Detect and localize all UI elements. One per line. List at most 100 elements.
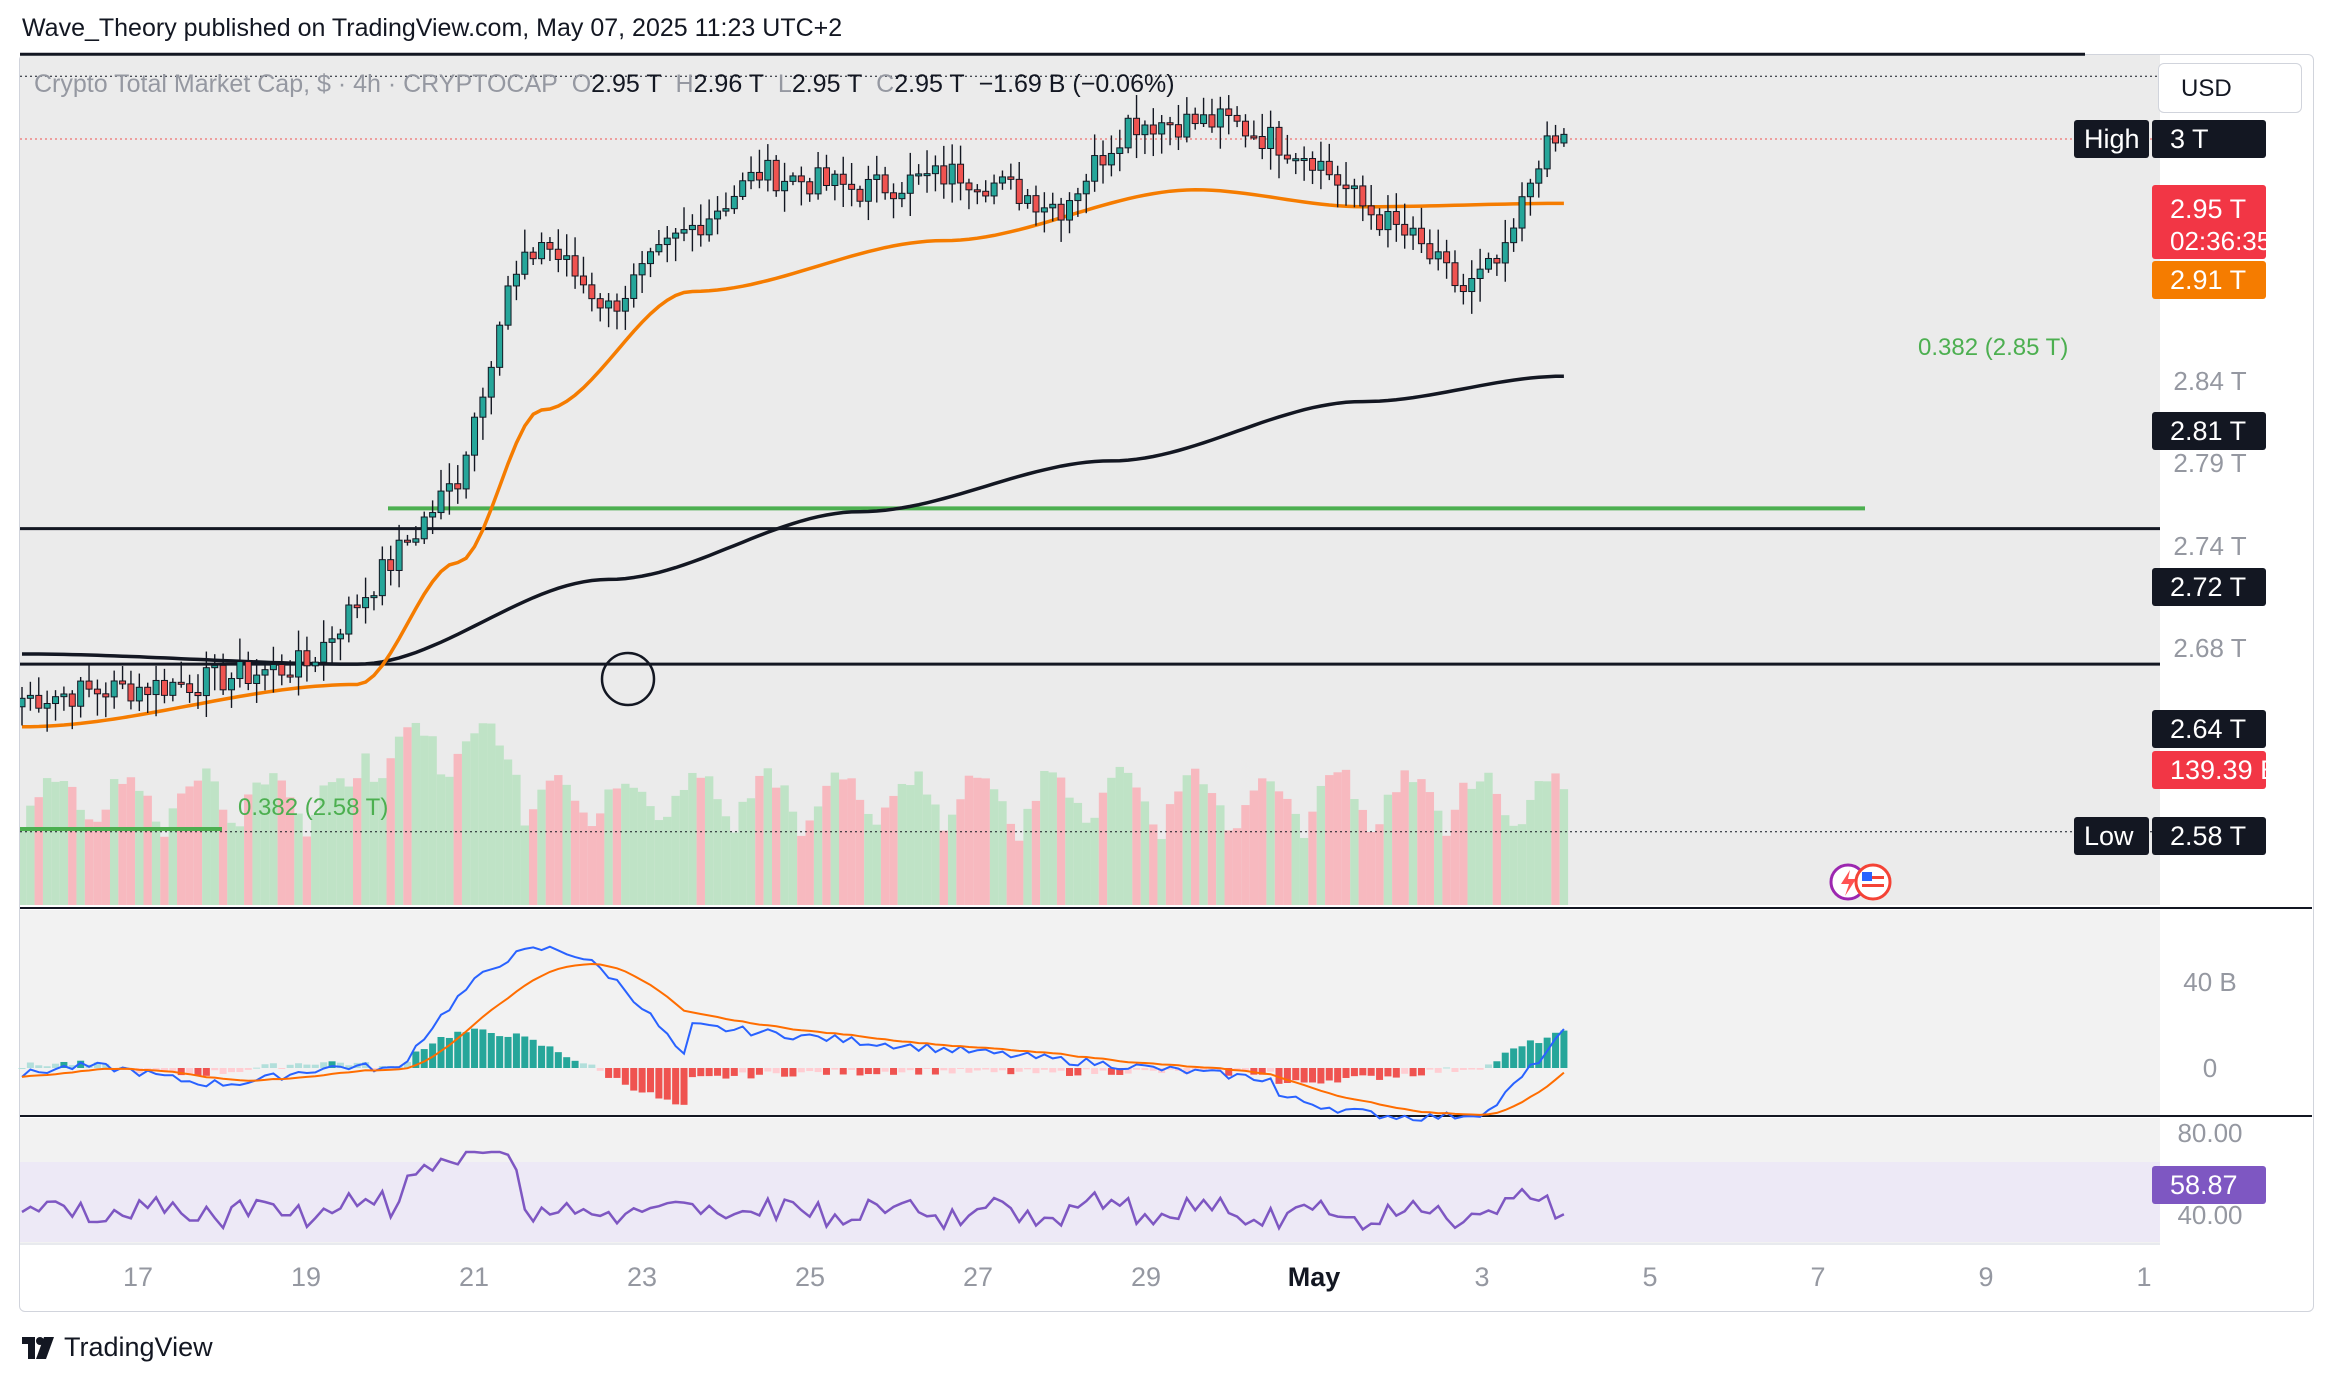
macd-histogram-bar	[1451, 1068, 1459, 1072]
volume-bar	[1299, 837, 1309, 905]
volume-bar	[1434, 810, 1443, 905]
candle-up	[1543, 135, 1551, 170]
macd-histogram-bar	[538, 1045, 546, 1068]
volume-bar	[1350, 799, 1359, 905]
candle-down	[1367, 205, 1375, 216]
volume-bar	[59, 781, 69, 905]
signal-line	[21, 962, 1565, 1116]
macd-histogram-bar	[471, 1028, 479, 1068]
candle-up	[43, 703, 51, 709]
volume-bar	[1199, 784, 1208, 905]
candle-down	[194, 691, 202, 697]
time-tick-label: 3	[1474, 1262, 1489, 1292]
moving-averages	[21, 188, 1564, 729]
volume-bar	[478, 723, 488, 905]
volume-bar	[1383, 794, 1393, 905]
macd-histogram-bar	[831, 1068, 839, 1070]
macd-histogram-bar	[1049, 1068, 1057, 1073]
legend-o-label: O	[571, 70, 592, 98]
candle-down	[1166, 122, 1174, 126]
volume-bar	[1517, 824, 1527, 905]
volume-bars	[20, 722, 1569, 905]
candle-up	[1510, 227, 1518, 244]
candle-up	[630, 274, 638, 299]
macd-histogram-bar	[18, 1068, 26, 1069]
candle-down	[554, 248, 562, 260]
currency-button[interactable]: USD	[2158, 63, 2302, 113]
macd-histogram-bar	[1074, 1068, 1082, 1076]
macd-histogram-bar	[931, 1068, 939, 1075]
candle-up	[504, 285, 512, 326]
legend-high: 2.96 T	[693, 70, 765, 98]
candle-down	[755, 171, 763, 181]
event-icons[interactable]	[1829, 863, 1892, 901]
macd-pane-bg	[20, 910, 2160, 1115]
volume-bar	[503, 759, 513, 905]
macd-histogram-bar	[1518, 1046, 1526, 1068]
volume-bar	[1366, 831, 1376, 905]
volume-bar	[1308, 811, 1317, 905]
volume-bar	[780, 785, 789, 905]
volume-bar	[1475, 781, 1485, 905]
ema50-line	[21, 188, 1564, 729]
candle-up	[395, 539, 403, 571]
volume-bar	[1333, 772, 1342, 905]
volume-bar	[822, 785, 831, 905]
volume-bar	[512, 774, 521, 905]
macd-histogram-bar	[1124, 1068, 1132, 1074]
flag-stripe-icon	[1862, 876, 1884, 879]
candle-up	[77, 680, 85, 707]
candle-down	[1443, 251, 1451, 264]
macd-histogram-bar	[546, 1046, 554, 1068]
macd-histogram-bar	[923, 1068, 931, 1069]
macd-histogram-bar	[1024, 1068, 1032, 1070]
rsi-tick-label: 40.00	[2177, 1200, 2242, 1230]
volume-bar	[1266, 781, 1275, 905]
candle-up	[688, 224, 696, 231]
volume-bar	[520, 825, 529, 905]
us-flag-icon[interactable]	[1854, 863, 1892, 901]
candle-up	[1317, 160, 1325, 171]
candle-down	[119, 680, 127, 685]
candle-down	[579, 275, 587, 286]
candle-down	[571, 255, 579, 277]
candle-down	[1426, 243, 1434, 260]
time-tick-label: 23	[627, 1262, 657, 1292]
candle-up	[26, 694, 34, 699]
macd-histogram-bar	[253, 1067, 261, 1069]
volume-bar	[1182, 775, 1191, 905]
volume-bar	[495, 745, 504, 905]
tradingview-logo[interactable]: TradingView	[22, 1332, 213, 1363]
candle-up	[923, 173, 931, 177]
volume-bar	[1551, 773, 1560, 905]
volume-bar	[1283, 798, 1292, 905]
time-tick-label: May	[1288, 1262, 1341, 1292]
volume-bar	[1157, 839, 1166, 905]
candle-down	[1032, 195, 1040, 213]
legend-l-label: L	[777, 70, 792, 98]
macd-histogram-bar	[722, 1068, 730, 1079]
volume-bar	[1408, 782, 1418, 905]
candle-up	[1468, 278, 1476, 293]
macd-histogram-bar	[739, 1068, 747, 1073]
volume-bar	[1400, 770, 1409, 905]
volume-bar	[1224, 830, 1233, 905]
volume-bar	[847, 778, 856, 905]
volume-bar	[562, 784, 571, 905]
level-tag	[2152, 817, 2266, 855]
rsi-line	[21, 1150, 1565, 1232]
lightning-glyph-icon	[1841, 870, 1856, 896]
volume-bar	[42, 778, 52, 905]
volume-bar	[1249, 790, 1259, 905]
macd-histogram-bar	[1007, 1068, 1015, 1075]
volume-bar	[461, 741, 471, 905]
macd-histogram-bar	[202, 1068, 210, 1076]
candle-down	[546, 242, 554, 250]
prefix-tag	[2074, 817, 2149, 855]
ema200-line	[22, 374, 1564, 666]
volume-bar	[118, 783, 127, 905]
volume-bar	[704, 776, 714, 905]
rsi-band	[20, 1162, 2160, 1242]
macd-histogram-bar	[1443, 1067, 1451, 1069]
